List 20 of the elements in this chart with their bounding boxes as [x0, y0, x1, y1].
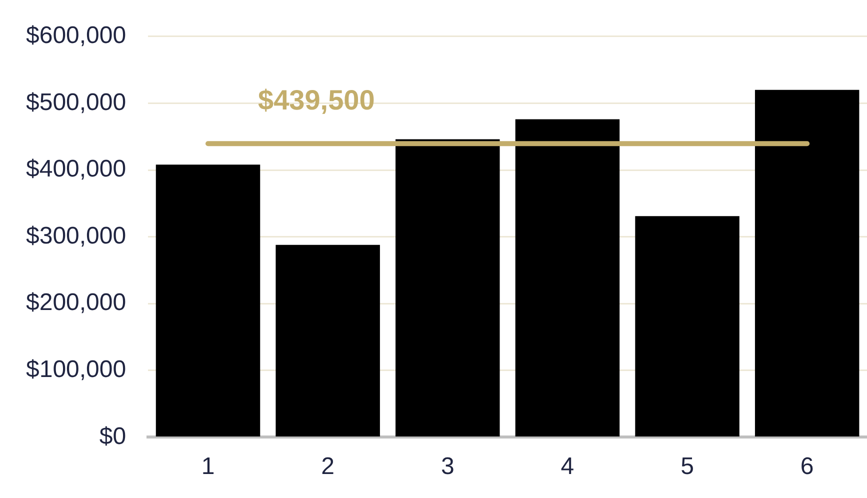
y-tick-label: $100,000	[26, 356, 126, 384]
y-tick-label: $300,000	[26, 222, 126, 250]
y-tick-label: $0	[99, 422, 126, 450]
bar	[635, 216, 740, 436]
ref-line-label: $439,500	[258, 84, 375, 116]
y-tick-label: $500,000	[26, 88, 126, 116]
x-tick-label: 5	[680, 453, 694, 480]
bar	[156, 164, 260, 436]
x-tick-label: 1	[201, 453, 215, 480]
y-tick-label: $400,000	[26, 156, 126, 183]
bar	[276, 244, 380, 436]
bar	[396, 139, 500, 436]
y-tick-label: $200,000	[26, 289, 126, 316]
x-tick-label: 3	[440, 453, 454, 480]
x-tick-label: 6	[800, 453, 814, 480]
x-tick-label: 4	[560, 453, 574, 480]
bar	[515, 119, 620, 436]
y-tick-label: $600,000	[26, 22, 126, 50]
bar	[754, 90, 860, 436]
x-tick-label: 2	[321, 453, 335, 480]
